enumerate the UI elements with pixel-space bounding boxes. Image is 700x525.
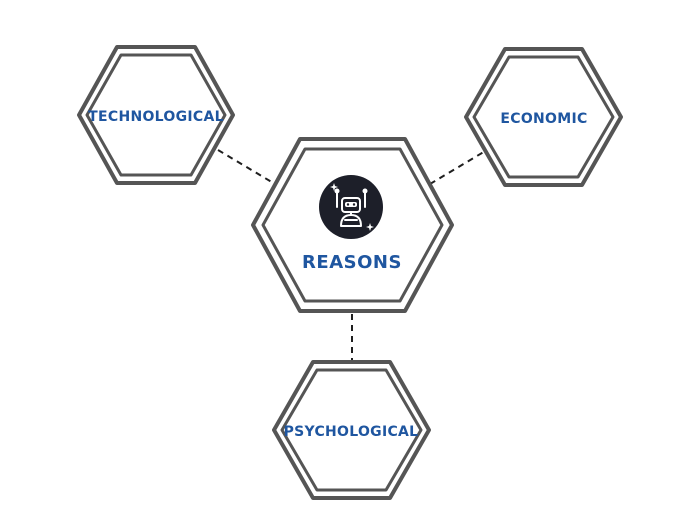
hex-inner-psychological xyxy=(280,368,423,492)
connectors xyxy=(217,149,488,362)
node-label-technological: TECHNOLOGICAL xyxy=(88,109,224,125)
hex-inner-economic xyxy=(472,55,615,179)
center-label: REASONS xyxy=(302,252,402,273)
node-economic: ECONOMIC xyxy=(464,47,623,187)
node-psychological: PSYCHOLOGICAL xyxy=(272,360,431,500)
hex-inner-technological xyxy=(85,53,227,177)
node-label-psychological: PSYCHOLOGICAL xyxy=(284,424,419,440)
node-technological: TECHNOLOGICAL xyxy=(77,45,235,185)
node-label-economic: ECONOMIC xyxy=(500,111,587,127)
connector-economic xyxy=(429,149,488,185)
connector-technological xyxy=(217,149,276,185)
node-reasons: REASONS xyxy=(251,137,454,313)
robot-icon xyxy=(319,175,383,239)
